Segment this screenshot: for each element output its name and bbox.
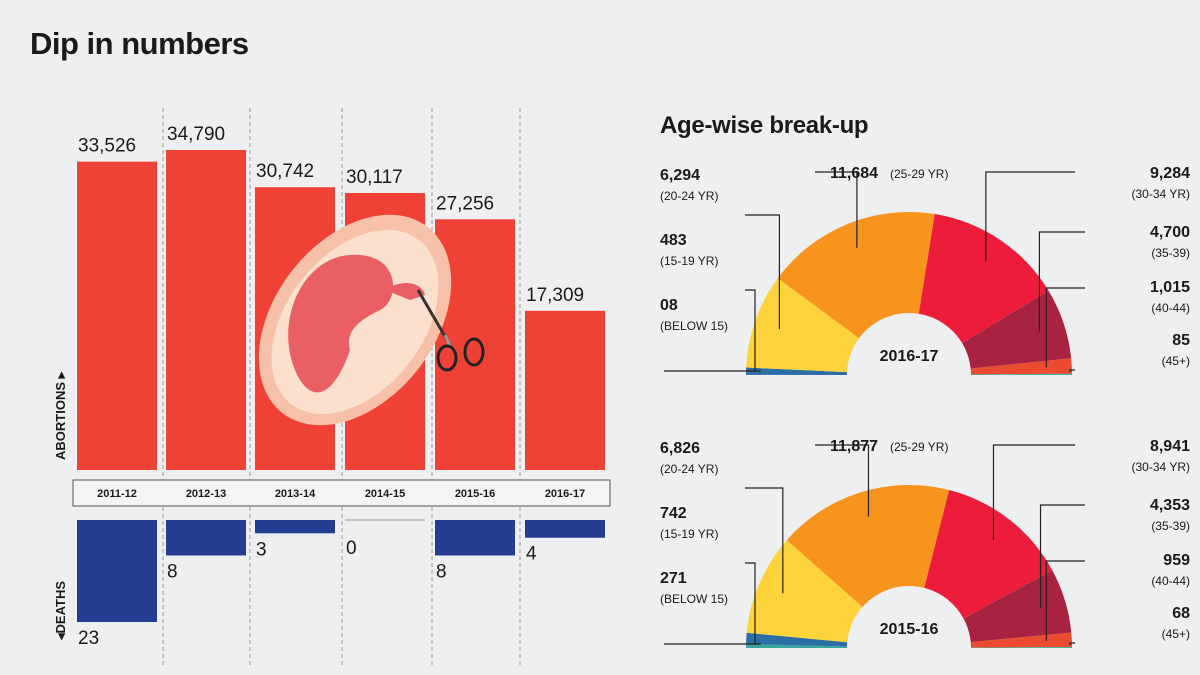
abortion-value-label: 30,117 [346,167,403,188]
slice-category-label: (45+) [1162,627,1190,641]
slice-category-label: (25-29 YR) [890,440,948,454]
death-bar [435,520,515,556]
death-value-label: 23 [78,628,99,649]
leader-line [664,643,761,645]
slice-value-label: 68 [1172,605,1190,622]
year-label: 2016-17 [545,488,585,500]
abortion-value-label: 33,526 [78,136,136,157]
leader-line [1045,560,1085,642]
slice-value-label: 1,015 [1150,279,1190,296]
abortion-bar [525,310,605,470]
leader-line [815,171,858,248]
abortion-bar [166,150,246,470]
abortions-axis-label: ABORTIONS ▸ [53,370,68,460]
deaths-axis-label: ◂DEATHS [53,581,68,641]
leader-line [985,171,1075,261]
leader-line [1045,287,1085,368]
abortion-value-label: 34,790 [167,124,225,145]
leader-line [815,444,870,517]
slice-category-label: (15-19 YR) [660,254,718,268]
slice-value-label: 08 [660,297,678,314]
slice-category-label: (35-39) [1151,519,1190,533]
donut-slice [962,290,1072,369]
fetus-illustration [258,214,452,426]
leader-line [1039,504,1085,608]
leader-line [745,562,756,645]
slice-value-label: 6,826 [660,440,700,457]
chart-title: Dip in numbers [30,26,249,61]
abortion-value-label: 30,742 [256,161,314,182]
abortion-bar [77,161,157,470]
donut-slice [746,643,848,648]
slice-value-label: 271 [660,570,687,587]
donut-slice [963,570,1072,643]
slice-category-label: (30-34 YR) [1132,187,1190,201]
slice-category-label: (40-44) [1151,301,1190,315]
donut-slice [777,212,935,339]
death-value-label: 4 [526,544,537,565]
year-label: 2014-15 [365,488,405,500]
year-label: 2012-13 [186,488,226,500]
slice-category-label: (20-24 YR) [660,462,718,476]
abortion-value-label: 17,309 [526,285,584,306]
leader-line [745,214,781,330]
slice-value-label: 4,353 [1150,497,1190,514]
death-bar [77,520,157,622]
slice-value-label: 4,700 [1150,224,1190,241]
slice-category-label: (BELOW 15) [660,319,728,333]
leader-line [1069,369,1075,372]
slice-category-label: (20-24 YR) [660,189,718,203]
slice-value-label: 11,877 [830,438,878,455]
slice-value-label: 483 [660,232,687,249]
slice-value-label: 959 [1163,552,1190,569]
slice-value-label: 9,284 [1150,165,1190,182]
donut-slice [746,632,848,647]
slice-category-label: (40-44) [1151,574,1190,588]
death-value-label: 3 [256,539,267,560]
year-strip [72,479,611,507]
year-label: 2013-14 [275,488,316,500]
year-label: 2011-12 [97,488,137,500]
slice-category-label: (15-19 YR) [660,527,718,541]
donut-slice [786,485,950,607]
slice-value-label: 85 [1172,332,1190,349]
donut-slice [746,278,860,373]
death-bar [255,520,335,534]
donut-slice [970,373,1072,375]
year-label: 2015-16 [455,488,495,500]
donut-center-label: 2015-16 [880,621,939,638]
scissors-icon [416,289,485,372]
death-value-label: 8 [167,561,178,582]
leader-line [664,370,761,372]
slice-value-label: 6,294 [660,167,700,184]
donut-slice [924,490,1053,619]
death-bar [525,520,605,538]
slice-value-label: 11,684 [830,165,878,182]
death-value-label: 0 [346,538,357,559]
slice-value-label: 8,941 [1150,438,1190,455]
leader-line [1069,642,1075,645]
donut-slice [970,646,1072,648]
death-bar [166,520,246,556]
leader-line [992,444,1075,540]
slice-category-label: (30-34 YR) [1132,460,1190,474]
leader-line [1038,231,1085,332]
slice-category-label: (BELOW 15) [660,592,728,606]
slice-category-label: (25-29 YR) [890,167,948,181]
age-breakup-title: Age-wise break-up [660,112,869,139]
leader-line [745,289,756,372]
slice-value-label: 742 [660,505,687,522]
donut-slice [918,214,1049,343]
donut-slice [746,367,848,375]
abortion-value-label: 27,256 [436,193,494,214]
slice-category-label: (35-39) [1151,246,1190,260]
death-value-label: 8 [436,561,447,582]
slice-category-label: (45+) [1162,354,1190,368]
leader-line [745,487,784,594]
donut-center-label: 2016-17 [880,348,939,365]
donut-slice [746,540,863,643]
